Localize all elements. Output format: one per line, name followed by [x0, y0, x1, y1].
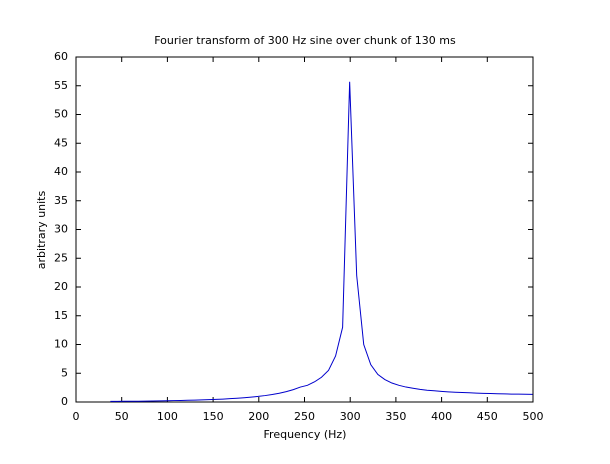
x-tick-label: 300	[340, 410, 361, 423]
x-tick-label: 450	[477, 410, 498, 423]
x-tick-label: 150	[203, 410, 224, 423]
x-tick-label: 400	[431, 410, 452, 423]
y-tick-label: 35	[54, 194, 68, 207]
y-tick-label: 0	[61, 395, 68, 408]
x-axis-label: Frequency (Hz)	[264, 428, 347, 441]
y-tick-label: 40	[54, 165, 68, 178]
y-tick-label: 25	[54, 251, 68, 264]
y-tick-label: 20	[54, 280, 68, 293]
data-line	[110, 81, 533, 402]
y-tick-label: 30	[54, 223, 68, 236]
x-tick-label: 500	[523, 410, 544, 423]
x-tick-label: 100	[157, 410, 178, 423]
x-tick-label: 0	[73, 410, 80, 423]
x-tick-label: 250	[294, 410, 315, 423]
plot-frame	[75, 56, 534, 403]
chart-title: Fourier transform of 300 Hz sine over ch…	[154, 34, 456, 47]
y-tick-label: 5	[61, 366, 68, 379]
y-tick-label: 15	[54, 309, 68, 322]
y-tick-label: 10	[54, 338, 68, 351]
y-tick-label: 55	[54, 79, 68, 92]
y-tick-label: 50	[54, 108, 68, 121]
x-tick-label: 50	[115, 410, 129, 423]
x-tick-label: 200	[248, 410, 269, 423]
y-axis-label: arbitrary units	[35, 191, 48, 270]
x-tick-label: 350	[385, 410, 406, 423]
y-tick-label: 45	[54, 136, 68, 149]
y-tick-label: 60	[54, 50, 68, 63]
